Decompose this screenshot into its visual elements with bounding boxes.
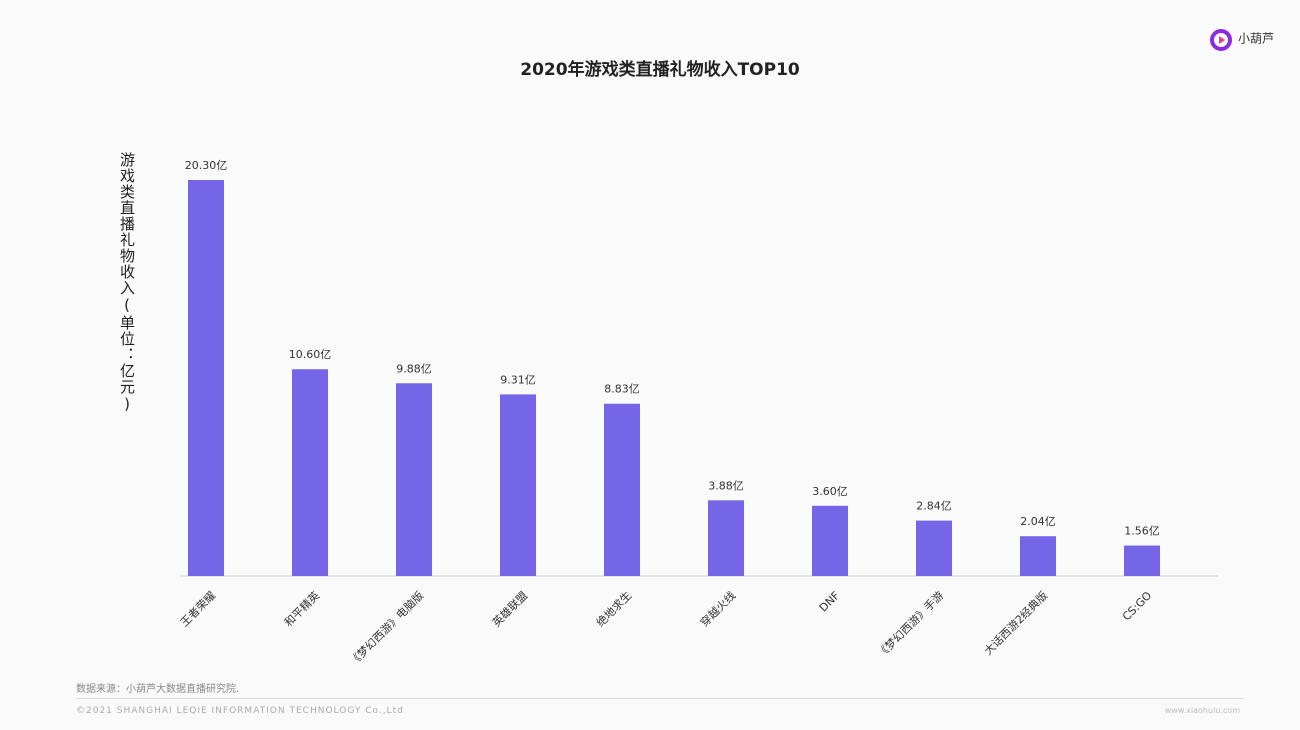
x-tick-label: 和平精英: [281, 588, 322, 629]
bar: [396, 383, 432, 576]
bar: [604, 403, 640, 576]
logo: 小葫芦: [1208, 26, 1274, 52]
copyright: ©2021 SHANGHAI LEQIE INFORMATION TECHNOL…: [76, 706, 404, 716]
bar: [500, 394, 536, 576]
x-tick-label: 《梦幻西游》手游: [874, 588, 946, 660]
x-tick-label: 王者荣耀: [178, 589, 218, 629]
divider: [76, 698, 1244, 699]
x-tick-label: 穿越火线: [697, 588, 738, 629]
value-label: 10.60亿: [289, 348, 332, 361]
logo-text: 小葫芦: [1237, 31, 1274, 46]
bar: [188, 180, 224, 576]
x-tick-label: 《梦幻西游》电脑版: [346, 588, 426, 668]
bar: [812, 505, 848, 576]
bar: [916, 520, 952, 576]
value-label: 9.31亿: [500, 373, 536, 386]
bar: [708, 500, 744, 576]
value-label: 9.88亿: [396, 362, 432, 375]
y-axis-label: 游戏类直播礼物收入(单位：亿元): [118, 152, 136, 414]
logo-icon: [1210, 29, 1233, 51]
bar: [1020, 536, 1056, 576]
x-tick-label: CS:GO: [1120, 589, 1155, 624]
value-label: 3.88亿: [708, 479, 744, 492]
value-label: 2.84亿: [916, 500, 952, 513]
value-label: 3.60亿: [812, 485, 848, 498]
x-tick-label: DNF: [817, 589, 842, 614]
source: 数据来源：小葫芦大数据直播研究院.: [76, 684, 240, 695]
value-label: 20.30亿: [185, 159, 228, 172]
x-tick-label: 英雄联盟: [489, 588, 530, 629]
chart-title: 2020年游戏类直播礼物收入TOP10: [520, 59, 800, 80]
value-label: 1.56亿: [1124, 525, 1160, 538]
bar: [1124, 545, 1160, 576]
value-label: 2.04亿: [1020, 515, 1056, 528]
x-tick-label: 绝地求生: [593, 588, 634, 629]
site: www.xiaohulu.com: [1164, 706, 1240, 715]
value-label: 8.83亿: [604, 383, 640, 396]
x-tick-label: 大话西游2经典版: [981, 588, 1050, 657]
bar: [292, 369, 328, 576]
